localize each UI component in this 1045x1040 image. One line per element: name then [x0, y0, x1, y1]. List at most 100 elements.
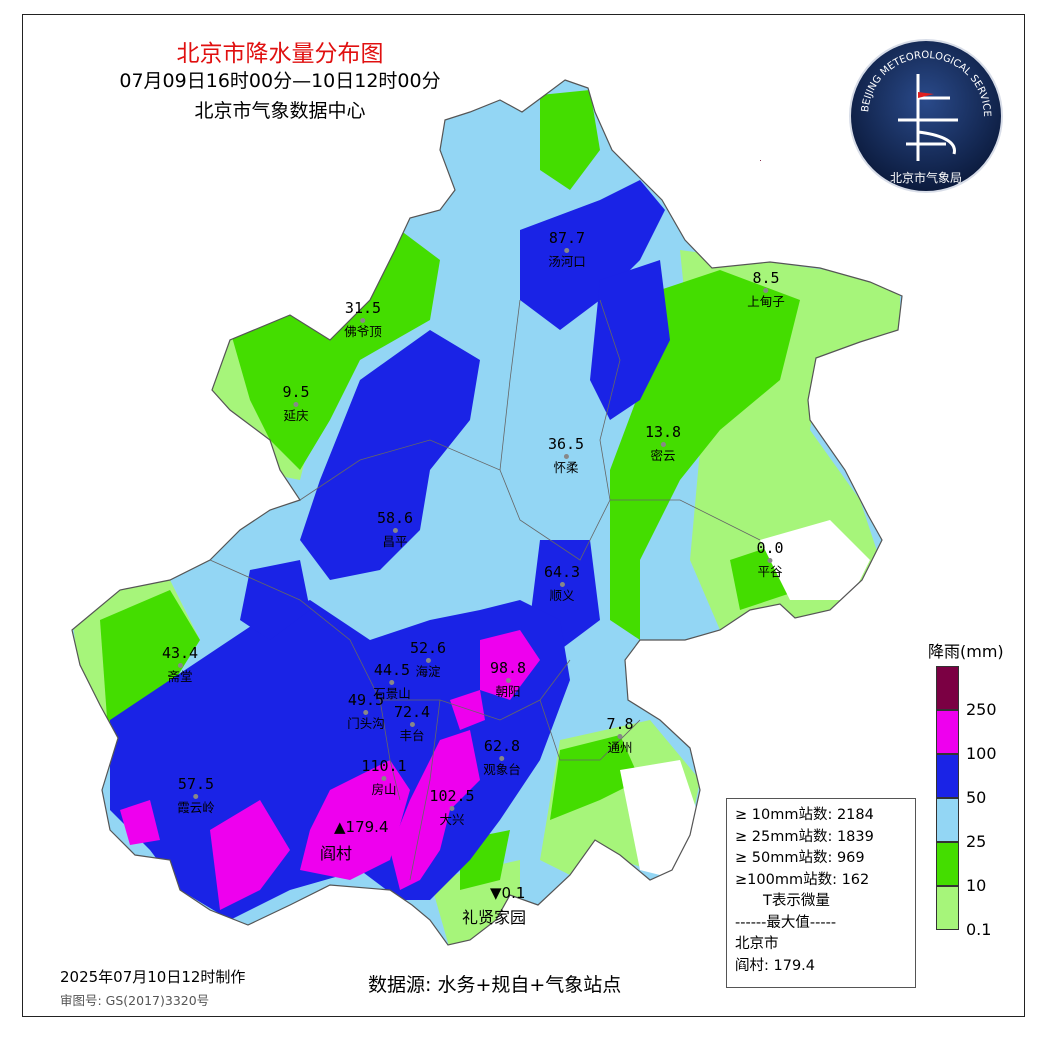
station-value: 57.5: [177, 775, 215, 793]
station-4: 36.5 怀柔: [547, 435, 585, 476]
station-value: 72.4: [393, 703, 431, 721]
station-name: 房山: [371, 782, 397, 797]
station-14: 72.4 丰台: [393, 703, 431, 744]
stats-line: ≥100mm站数: 162: [735, 871, 870, 888]
map-frame: [22, 14, 1025, 1017]
station-dot-icon: [409, 722, 415, 727]
station-name: 观象台: [483, 762, 521, 777]
station-5: 13.8 密云: [644, 423, 682, 464]
station-value: 43.4: [161, 644, 199, 662]
station-dot-icon: [389, 680, 395, 685]
legend-label: 0.1: [966, 920, 992, 939]
max-marker-name: 阎村: [320, 844, 353, 863]
legend-label: 10: [966, 876, 987, 895]
station-name: 霞云岭: [177, 800, 215, 815]
min-marker-symbol: ▼: [490, 884, 502, 902]
station-name: 石景山: [373, 686, 411, 701]
station-3: 9.5 延庆: [282, 383, 310, 424]
station-value: 13.8: [644, 423, 682, 441]
station-value: 9.5: [282, 383, 310, 401]
station-dot-icon: [660, 442, 666, 447]
station-name: 门头沟: [347, 716, 385, 731]
station-0: 87.7 汤河口: [548, 229, 586, 270]
stats-divider: ------最大值-----: [735, 914, 837, 931]
stats-line: ≥ 25mm站数: 1839: [735, 828, 874, 845]
legend-label: 250: [966, 700, 997, 719]
station-dot-icon: [617, 734, 623, 739]
station-name: 丰台: [399, 728, 425, 743]
station-dot-icon: [363, 710, 369, 715]
station-1: 31.5 佛爷顶: [344, 300, 382, 340]
station-value: 110.1: [361, 757, 407, 775]
made-time: 2025年07月10日12时制作: [60, 968, 246, 986]
station-dot-icon: [763, 288, 769, 293]
station-17: 57.5 霞云岭: [177, 775, 215, 816]
station-name: 朝阳: [495, 684, 521, 699]
station-11: 98.8 朝阳: [489, 659, 527, 700]
max-marker-value: 179.4: [345, 818, 389, 836]
station-dot-icon: [505, 678, 511, 683]
min-marker: ▼0.1: [490, 884, 525, 902]
station-dot-icon: [425, 658, 431, 663]
station-dot-icon: [293, 402, 299, 407]
station-name: 大兴: [439, 812, 465, 827]
data-source: 数据源: 水务+规自+气象站点: [368, 974, 622, 996]
station-value: 102.5: [429, 787, 475, 805]
station-value: 49.5: [347, 691, 385, 709]
max-marker-symbol: ▲: [334, 818, 346, 836]
station-8: 64.3 顺义: [543, 563, 581, 604]
station-dot-icon: [499, 756, 505, 761]
map-title: 北京市降水量分布图: [176, 41, 384, 67]
station-7: 0.0 平谷: [756, 540, 783, 580]
stats-box: ≥ 10mm站数: 2184 ≥ 25mm站数: 1839 ≥ 50mm站数: …: [726, 798, 916, 988]
legend-swatch: [936, 710, 959, 754]
map-agency: 北京市气象数据中心: [194, 100, 366, 122]
station-15: 7.8 通州: [606, 715, 634, 756]
station-value: 7.8: [606, 715, 634, 733]
stats-region: 北京市: [735, 936, 779, 952]
station-dot-icon: [559, 582, 565, 587]
station-value: 64.3: [543, 563, 581, 581]
approval-number: 审图号: GS(2017)3320号: [60, 993, 210, 1008]
station-dot-icon: [767, 558, 773, 563]
max-marker: ▲179.4: [334, 818, 389, 836]
station-dot-icon: [564, 248, 570, 253]
station-dot-icon: [449, 806, 455, 811]
station-2: 8.5 上甸子: [747, 270, 785, 310]
station-value: 36.5: [547, 435, 585, 453]
station-dot-icon: [193, 794, 199, 799]
station-value: 98.8: [489, 659, 527, 677]
map-period: 07月09日16时00分—10日12时00分: [119, 70, 441, 92]
min-marker-name: 礼贤家园: [462, 908, 527, 927]
legend-label: 50: [966, 788, 987, 807]
station-6: 58.6 昌平: [376, 509, 414, 550]
station-name: 延庆: [283, 408, 309, 423]
station-value: 62.8: [483, 737, 521, 755]
legend-label: 25: [966, 832, 987, 851]
stats-line: ≥ 50mm站数: 969: [735, 850, 865, 866]
station-name: 汤河口: [548, 254, 586, 269]
bms-logo: BEIJING METEOROLOGICAL SERVICE 北京市气象局: [849, 39, 1003, 193]
station-name: 顺义: [549, 588, 575, 603]
station-name: 海淀: [415, 664, 441, 679]
station-name: 平谷: [757, 564, 783, 579]
station-name: 佛爷顶: [344, 324, 382, 339]
stats-note: T表示微量: [763, 893, 830, 909]
station-name: 昌平: [382, 534, 408, 549]
station-name: 上甸子: [747, 294, 785, 309]
station-19: 102.5 大兴: [429, 787, 475, 828]
station-value: 52.6: [409, 639, 447, 657]
station-13: 49.5 门头沟: [347, 691, 385, 732]
station-16: 62.8 观象台: [483, 737, 521, 778]
stats-line: ≥ 10mm站数: 2184: [735, 807, 874, 823]
logo-text-bottom: 北京市气象局: [890, 170, 962, 185]
station-value: 87.7: [548, 229, 586, 247]
station-value: 58.6: [376, 509, 414, 527]
legend-title: 降雨(mm): [928, 642, 1004, 661]
station-dot-icon: [392, 528, 398, 533]
station-name: 怀柔: [553, 460, 579, 475]
station-dot-icon: [381, 776, 387, 781]
legend-swatch: [936, 754, 959, 798]
station-name: 密云: [650, 448, 676, 463]
station-dot-icon: [563, 454, 569, 459]
